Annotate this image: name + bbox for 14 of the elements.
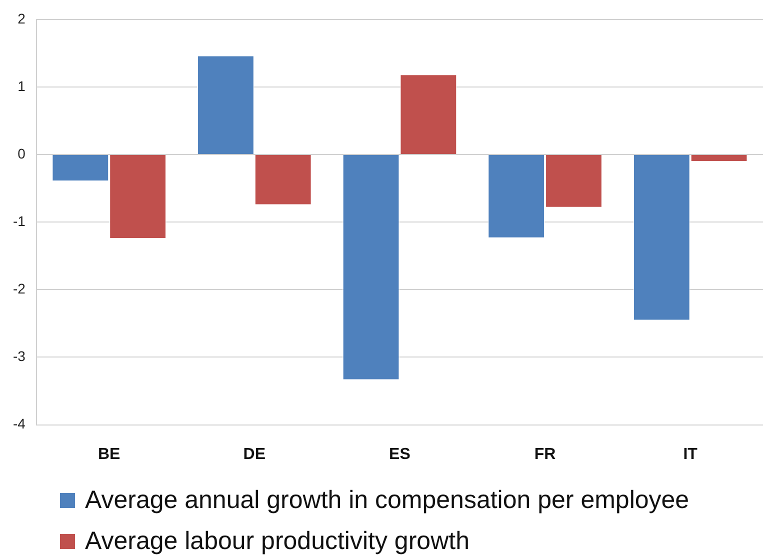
x-tick-label: BE: [98, 446, 121, 463]
y-tick-label: 2: [18, 10, 26, 26]
legend-label: Average labour productivity growth: [85, 526, 470, 555]
legend-label: Average annual growth in compensation per employee: [85, 485, 690, 516]
y-tick-label: -3: [12, 348, 26, 364]
y-tick-label: 0: [18, 145, 26, 162]
x-tick-label: ES: [389, 446, 411, 463]
x-tick-label: FR: [534, 446, 556, 463]
y-tick-label: -2: [12, 280, 26, 297]
x-tick-label: DE: [243, 446, 266, 463]
y-tick-label: -4: [12, 416, 26, 432]
x-tick-label: IT: [683, 446, 698, 463]
y-tick-label: -1: [12, 212, 26, 229]
y-tick-label: 1: [18, 78, 26, 94]
